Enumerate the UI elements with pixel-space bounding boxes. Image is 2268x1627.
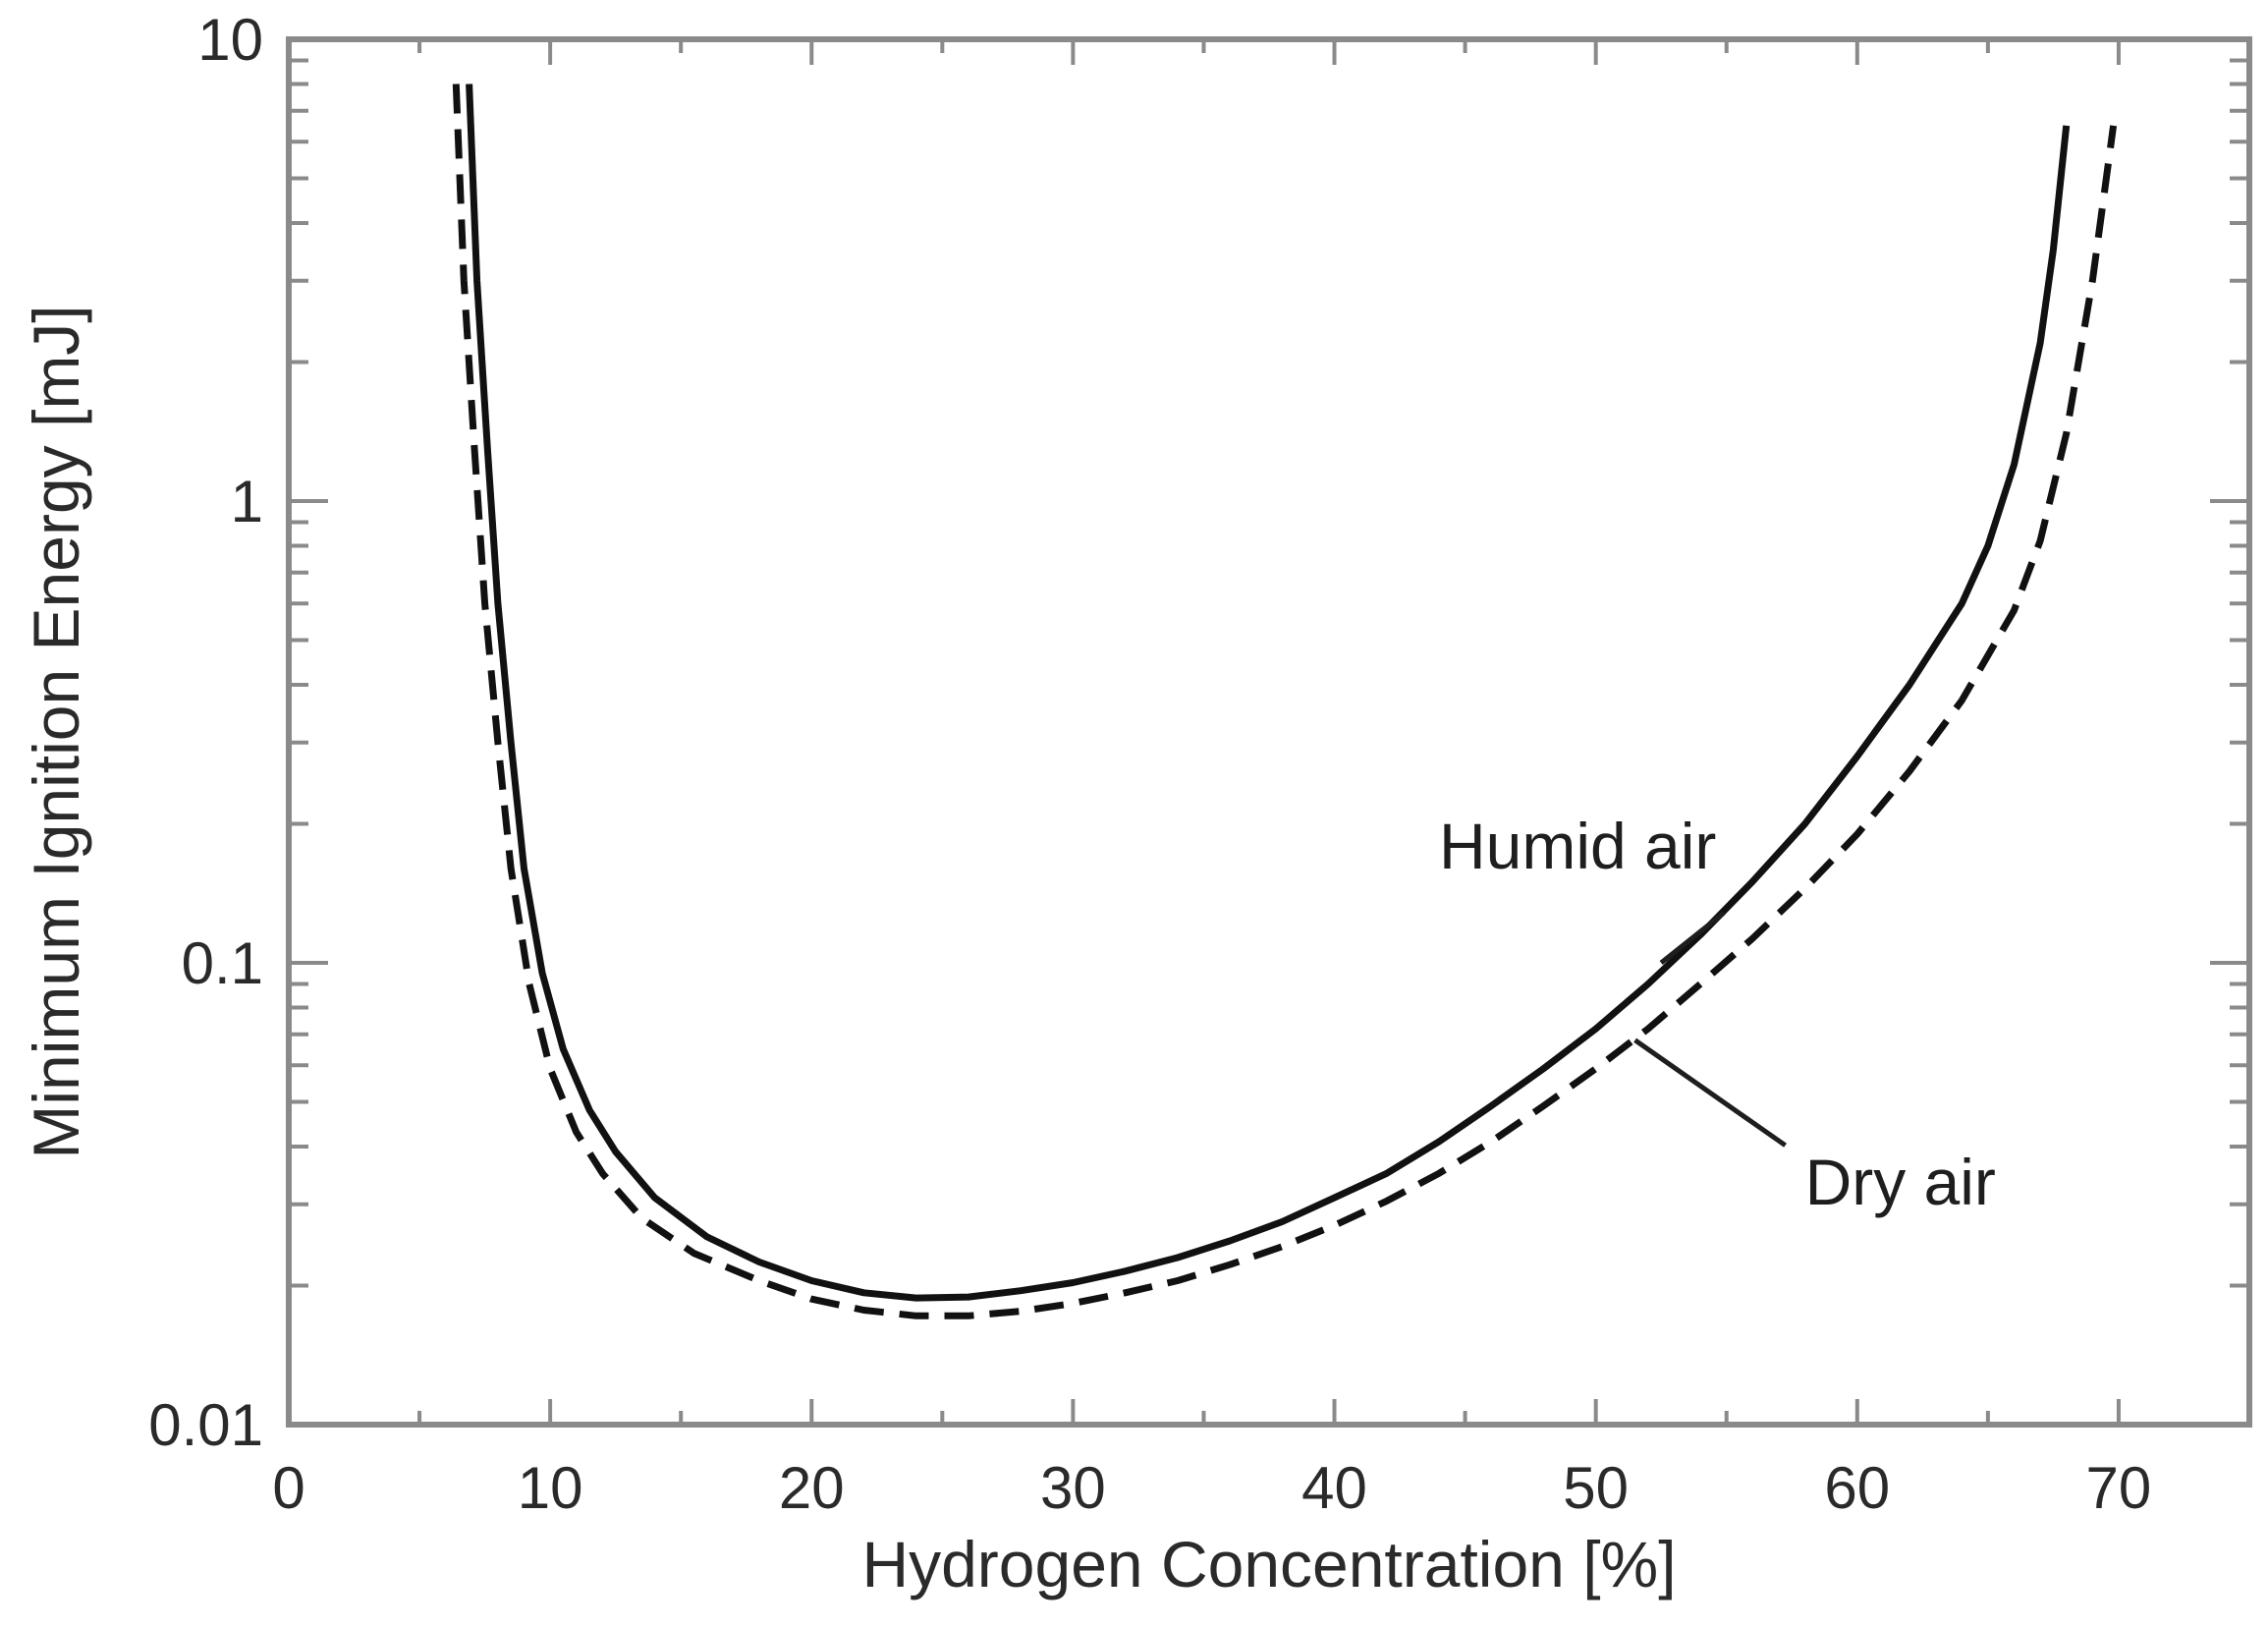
y-tick-label: 0.1: [182, 930, 263, 996]
y-tick-label: 10: [197, 7, 263, 73]
series-line-dry-air: [452, 84, 2118, 1319]
y-tick-label: 0.01: [148, 1392, 263, 1458]
annotation-leader-humid-air: [1659, 911, 1726, 965]
y-tick-label: 1: [231, 469, 263, 534]
x-tick-label: 30: [1040, 1455, 1106, 1521]
x-tick-label: 60: [1824, 1455, 1890, 1521]
series-line-humid-air: [466, 84, 2071, 1302]
y-axis-title: Minimum Ignition Energy [mJ]: [20, 305, 92, 1158]
x-axis-title: Hydrogen Concentration [%]: [861, 1528, 1676, 1600]
plot-frame: [286, 36, 2252, 1428]
x-tick-label: 70: [2086, 1455, 2152, 1521]
annotation-leader-dry-air: [1633, 1038, 1788, 1148]
curves-layer: [452, 84, 2118, 1319]
x-tick-label: 50: [1563, 1455, 1629, 1521]
x-tick-label: 40: [1301, 1455, 1367, 1521]
x-tick-label: 10: [518, 1455, 583, 1521]
labels-layer: 0 10 20 30 40 50 60 70 0.01 0.1 1 10: [148, 7, 2151, 1521]
annotation-dry-air: Dry air: [1805, 1146, 1996, 1218]
annotation-humid-air: Humid air: [1439, 810, 1716, 882]
annotations-layer: Humid air Dry air: [1439, 810, 1996, 1218]
x-tick-label: 20: [779, 1455, 845, 1521]
x-tick-label: 0: [272, 1455, 304, 1521]
